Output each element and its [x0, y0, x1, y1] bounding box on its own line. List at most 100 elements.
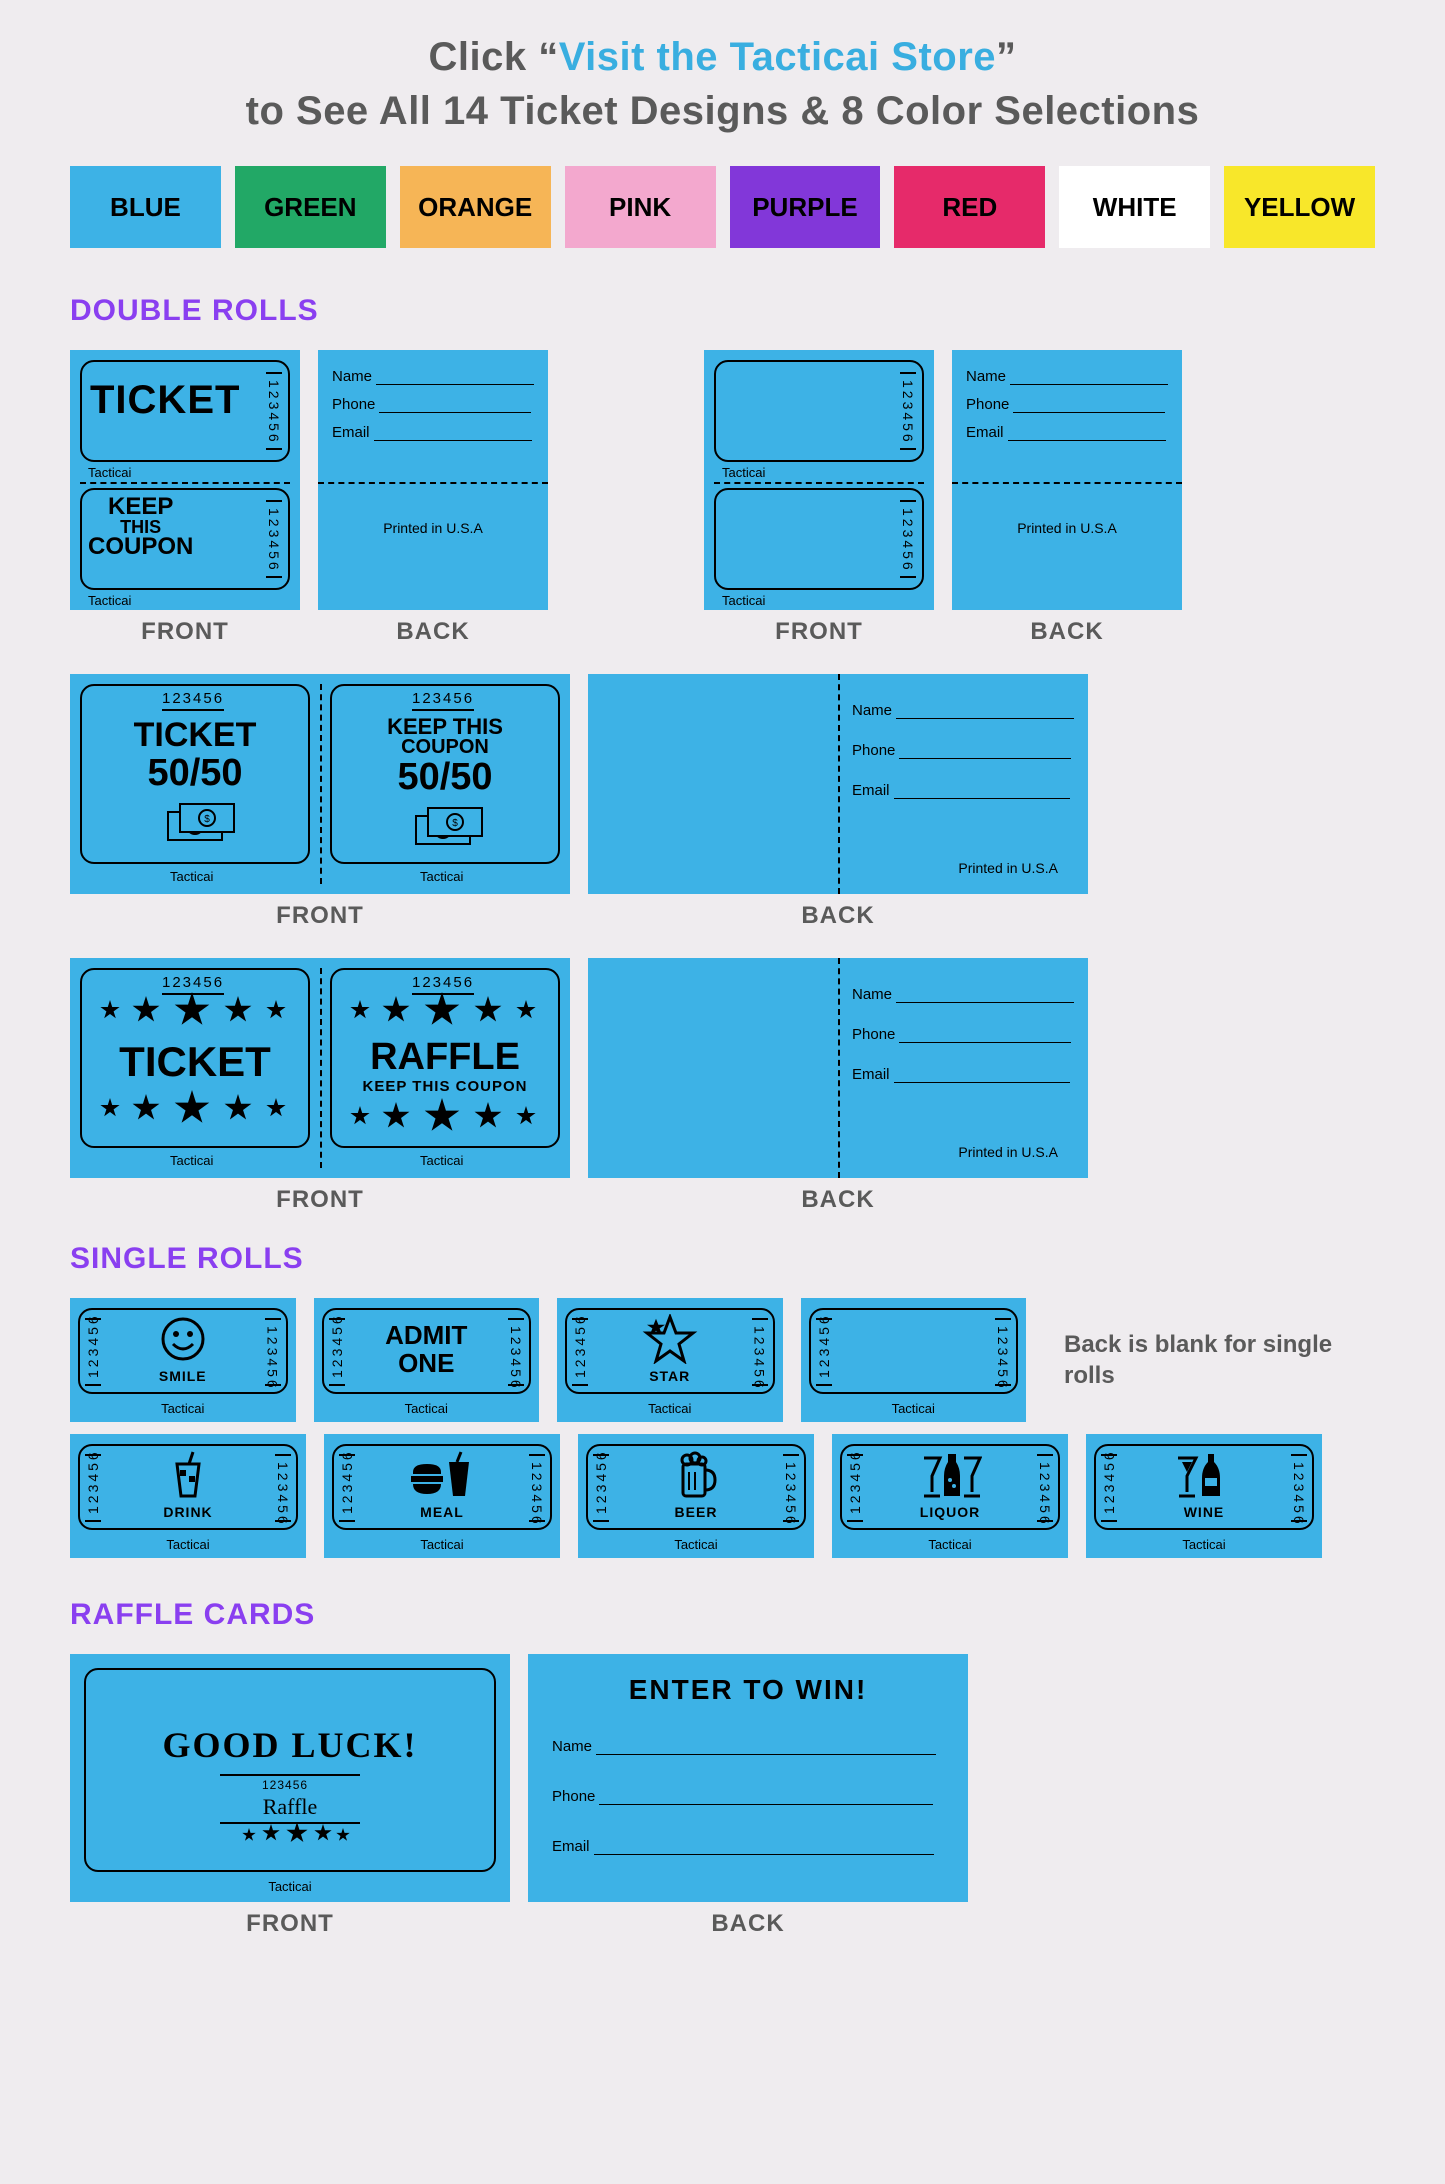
- cash-icon: $$: [160, 798, 240, 848]
- liquor-icon: [918, 1450, 982, 1500]
- heading-line2: to See All 14 Ticket Designs & 8 Color S…: [246, 89, 1200, 133]
- swatch-green[interactable]: GREEN: [235, 166, 386, 248]
- field-email-label: Email: [966, 424, 1004, 441]
- page-heading: Click “Visit the Tacticai Store” to See …: [70, 30, 1375, 138]
- brand: Tacticai: [170, 1153, 213, 1168]
- svg-text:$: $: [204, 814, 210, 825]
- ticket-5050-back: Name Phone Email Printed in U.S.A: [588, 674, 1088, 894]
- swatch-purple[interactable]: PURPLE: [730, 166, 881, 248]
- single-row-2: 123456123456 DRINK Tacticai 123456123456…: [70, 1434, 1375, 1558]
- field-phone-label: Phone: [552, 1788, 595, 1805]
- brand: Tacticai: [1086, 1537, 1322, 1552]
- ticket-wine-label: WINE: [1086, 1504, 1322, 1520]
- store-link[interactable]: Visit the Tacticai Store: [559, 35, 996, 79]
- ticket-star-label: STAR: [557, 1368, 783, 1384]
- caption-back: BACK: [528, 1910, 968, 1938]
- caption-back: BACK: [952, 618, 1182, 646]
- single-row-1: 123456123456 SMILE Tacticai 123456123456…: [70, 1298, 1375, 1422]
- swatch-white[interactable]: WHITE: [1059, 166, 1210, 248]
- ticket-blank-double-back: Name Phone Email Printed in U.S.A: [952, 350, 1182, 610]
- ticket-drink-label: DRINK: [70, 1504, 306, 1520]
- brand: Tacticai: [314, 1401, 540, 1416]
- field-email: Email: [852, 782, 1070, 799]
- star-icon: [642, 1314, 698, 1364]
- ticket-beer-label: BEER: [578, 1504, 814, 1520]
- serial: 123456: [816, 1318, 832, 1386]
- double-row-3: 123456 TICKET Tacticai 123456 RAFFLE KEE…: [70, 958, 1375, 1178]
- caption-front: FRONT: [704, 618, 934, 646]
- serial: 123456: [262, 1778, 308, 1794]
- brand: Tacticai: [557, 1401, 783, 1416]
- field-name-label: Name: [852, 986, 892, 1003]
- brand: Tacticai: [420, 1153, 463, 1168]
- ticket-raffle-stars-back: Name Phone Email Printed in U.S.A: [588, 958, 1088, 1178]
- section-double-rolls: DOUBLE ROLLS: [70, 294, 1375, 328]
- smile-icon: [155, 1314, 211, 1364]
- brand: Tacticai: [88, 465, 131, 480]
- printed: Printed in U.S.A: [958, 1144, 1058, 1160]
- ticket-wine: 123456123456 WINE Tacticai: [1086, 1434, 1322, 1558]
- enter-to-win: ENTER TO WIN!: [528, 1674, 968, 1706]
- ticket-star: 123456123456 STAR Tacticai: [557, 1298, 783, 1422]
- field-name-label: Name: [966, 368, 1006, 385]
- field-phone-label: Phone: [332, 396, 375, 413]
- brand: Tacticai: [70, 1879, 510, 1894]
- field-phone-label: Phone: [852, 1026, 895, 1043]
- drink-icon: [160, 1450, 216, 1500]
- color-swatches: BLUE GREEN ORANGE PINK PURPLE RED WHITE …: [70, 166, 1375, 248]
- printed: Printed in U.S.A: [958, 860, 1058, 876]
- field-phone: Phone: [332, 396, 531, 413]
- raffle-sub: Raffle: [70, 1794, 510, 1820]
- field-name: Name: [966, 368, 1168, 385]
- serial: 123456: [266, 500, 282, 578]
- field-email: Email: [966, 424, 1166, 441]
- ticket-label: TICKET: [80, 1038, 310, 1086]
- brand: Tacticai: [722, 465, 765, 480]
- serial: 123456: [266, 372, 282, 450]
- swatch-yellow[interactable]: YELLOW: [1224, 166, 1375, 248]
- field-email-label: Email: [552, 1838, 590, 1855]
- heading-post: ”: [996, 35, 1017, 79]
- ticket-keep-coupon-back: Name Phone Email Printed in U.S.A: [318, 350, 548, 610]
- serial: 123456: [900, 372, 916, 450]
- serial: 123456: [900, 500, 916, 578]
- field-phone-label: Phone: [852, 742, 895, 759]
- caption-front: FRONT: [70, 618, 300, 646]
- raffle-card-front: GOOD LUCK! 123456 Raffle Tacticai: [70, 1654, 510, 1902]
- field-phone: Phone: [966, 396, 1165, 413]
- field-phone: Phone: [852, 742, 1071, 759]
- printed: Printed in U.S.A: [952, 520, 1182, 536]
- field-phone-label: Phone: [966, 396, 1009, 413]
- caption-back: BACK: [588, 1186, 1088, 1214]
- field-name-label: Name: [332, 368, 372, 385]
- serial: 123456: [995, 1318, 1011, 1386]
- single-back-note: Back is blank for single rolls: [1064, 1329, 1375, 1391]
- keep-label: KEEP THIS COUPON: [88, 496, 193, 559]
- wine-icon: [1174, 1450, 1234, 1500]
- swatch-orange[interactable]: ORANGE: [400, 166, 551, 248]
- ticket-5050-front: 123456 TICKET 50/50 $$ Tacticai 123456 K…: [70, 674, 570, 894]
- ticket-blank-single: 123456 123456 Tacticai: [801, 1298, 1027, 1422]
- beer-icon: [668, 1450, 724, 1500]
- ticket-liquor: 123456123456 LIQUOR Tacticai: [832, 1434, 1068, 1558]
- brand: Tacticai: [420, 869, 463, 884]
- keep-l1: KEEP: [88, 496, 193, 519]
- double-row-1: TICKET 123456 Tacticai KEEP THIS COUPON …: [70, 350, 1375, 610]
- serial: 123456: [162, 690, 224, 711]
- swatch-pink[interactable]: PINK: [565, 166, 716, 248]
- field-phone: Phone: [852, 1026, 1071, 1043]
- caption-front: FRONT: [70, 1910, 510, 1938]
- serial: 123456: [412, 974, 474, 995]
- field-name: Name: [852, 986, 1074, 1003]
- field-name: Name: [332, 368, 534, 385]
- ticket-keep-coupon-front: TICKET 123456 Tacticai KEEP THIS COUPON …: [70, 350, 300, 610]
- section-single-rolls: SINGLE ROLLS: [70, 1242, 1375, 1276]
- swatch-blue[interactable]: BLUE: [70, 166, 221, 248]
- serial: 123456: [412, 690, 474, 711]
- field-email: Email: [332, 424, 532, 441]
- field-email-label: Email: [332, 424, 370, 441]
- field-email: Email: [552, 1838, 934, 1855]
- swatch-red[interactable]: RED: [894, 166, 1045, 248]
- serial: 123456: [162, 974, 224, 995]
- brand: Tacticai: [801, 1401, 1027, 1416]
